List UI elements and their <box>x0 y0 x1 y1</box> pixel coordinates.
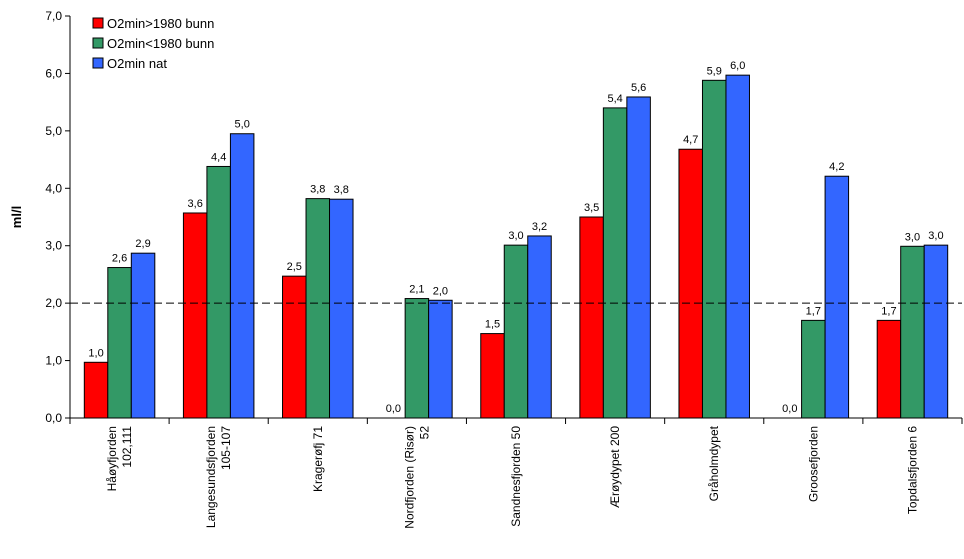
legend-swatch <box>92 37 104 49</box>
bar <box>480 333 505 419</box>
x-category-label: 102,111 <box>120 426 134 468</box>
data-label: 1,7 <box>806 305 821 317</box>
bar <box>725 74 750 419</box>
data-label: 5,4 <box>607 93 622 105</box>
bar <box>83 361 109 419</box>
bar <box>503 244 529 419</box>
data-label: 5,6 <box>631 82 646 94</box>
y-tick-label: 7,0 <box>45 9 62 23</box>
bar <box>824 175 850 419</box>
data-label: 4,7 <box>683 134 698 146</box>
data-label: 3,0 <box>508 230 523 242</box>
data-label: 6,0 <box>730 60 745 72</box>
y-tick-label: 6,0 <box>45 66 62 80</box>
data-label: 0,0 <box>782 403 797 415</box>
plot-area: 0,0 1,0 2,0 3,0 4,0 5,0 6,0 7,0 1,0 3,6 2,5 0,0 1,5 3… <box>45 9 963 529</box>
x-category-label: Kragerøfj 71 <box>311 426 325 492</box>
y-tick-label: 0,0 <box>45 411 62 425</box>
bar <box>229 133 255 419</box>
data-label: 1,7 <box>881 305 896 317</box>
legend-swatch <box>92 57 104 69</box>
data-label: 0,0 <box>386 403 401 415</box>
bar <box>107 267 132 419</box>
bar <box>876 319 902 419</box>
bar <box>801 319 826 419</box>
data-label: 4,4 <box>211 151 226 163</box>
x-category-label: Nordfjorden (Risør) <box>402 426 416 529</box>
x-category-label: Gråholmdypet <box>707 425 721 501</box>
bar <box>626 96 651 419</box>
x-category-label: Topdalsfjorden 6 <box>905 426 919 514</box>
bar <box>602 107 628 419</box>
data-label: 2,6 <box>112 253 127 265</box>
data-label: 1,5 <box>485 319 500 331</box>
bar <box>404 298 430 419</box>
data-label: 3,0 <box>928 230 943 242</box>
bar <box>182 212 208 419</box>
data-label: 3,2 <box>532 221 547 233</box>
x-category-label: Groosefjorden <box>806 426 820 502</box>
data-label: 1,0 <box>88 347 103 359</box>
data-label: 3,5 <box>584 202 599 214</box>
data-label: 4,2 <box>829 161 844 173</box>
y-tick-label: 3,0 <box>45 239 62 253</box>
x-category-label: Ærøydypet 200 <box>608 426 622 508</box>
data-label: 5,0 <box>235 119 250 131</box>
bar <box>527 235 552 419</box>
legend-entry-label: O2min<1980 bunn <box>107 36 214 51</box>
bar <box>305 198 331 419</box>
bar <box>206 165 231 419</box>
bar <box>900 245 925 419</box>
bar <box>579 216 604 419</box>
data-label: 2,9 <box>135 238 150 250</box>
bar <box>678 148 703 419</box>
bar <box>130 252 156 419</box>
x-category-label: Langesundsfjorden <box>204 426 218 528</box>
bar <box>701 79 727 419</box>
y-tick-label: 4,0 <box>45 181 62 195</box>
data-label: 3,0 <box>905 231 920 243</box>
data-label: 5,9 <box>707 65 722 77</box>
x-category-label: 52 <box>417 426 431 440</box>
data-label: 3,6 <box>188 198 203 210</box>
x-category-label: Sandnesfjorden 50 <box>509 426 523 527</box>
legend: O2min>1980 bunn O2min<1980 bunn O2min nat <box>92 16 214 71</box>
x-category-label: 105-107 <box>219 426 233 470</box>
bar <box>923 244 949 419</box>
data-label: 2,1 <box>409 284 424 296</box>
data-label: 3,8 <box>310 184 325 196</box>
y-tick-label: 5,0 <box>45 124 62 138</box>
x-category-label: Håøyfjorden <box>105 426 119 491</box>
bar <box>329 198 354 419</box>
legend-entry-label: O2min nat <box>107 56 167 71</box>
y-tick-label: 2,0 <box>45 296 62 310</box>
data-label: 3,8 <box>334 184 349 196</box>
legend-swatch <box>92 17 104 29</box>
legend-entry-label: O2min>1980 bunn <box>107 16 214 31</box>
bar <box>428 299 453 419</box>
y-axis-title: ml/l <box>9 206 24 228</box>
data-label: 2,5 <box>287 261 302 273</box>
data-label: 2,0 <box>433 285 448 297</box>
bar <box>282 275 307 419</box>
y-tick-label: 1,0 <box>45 354 62 368</box>
